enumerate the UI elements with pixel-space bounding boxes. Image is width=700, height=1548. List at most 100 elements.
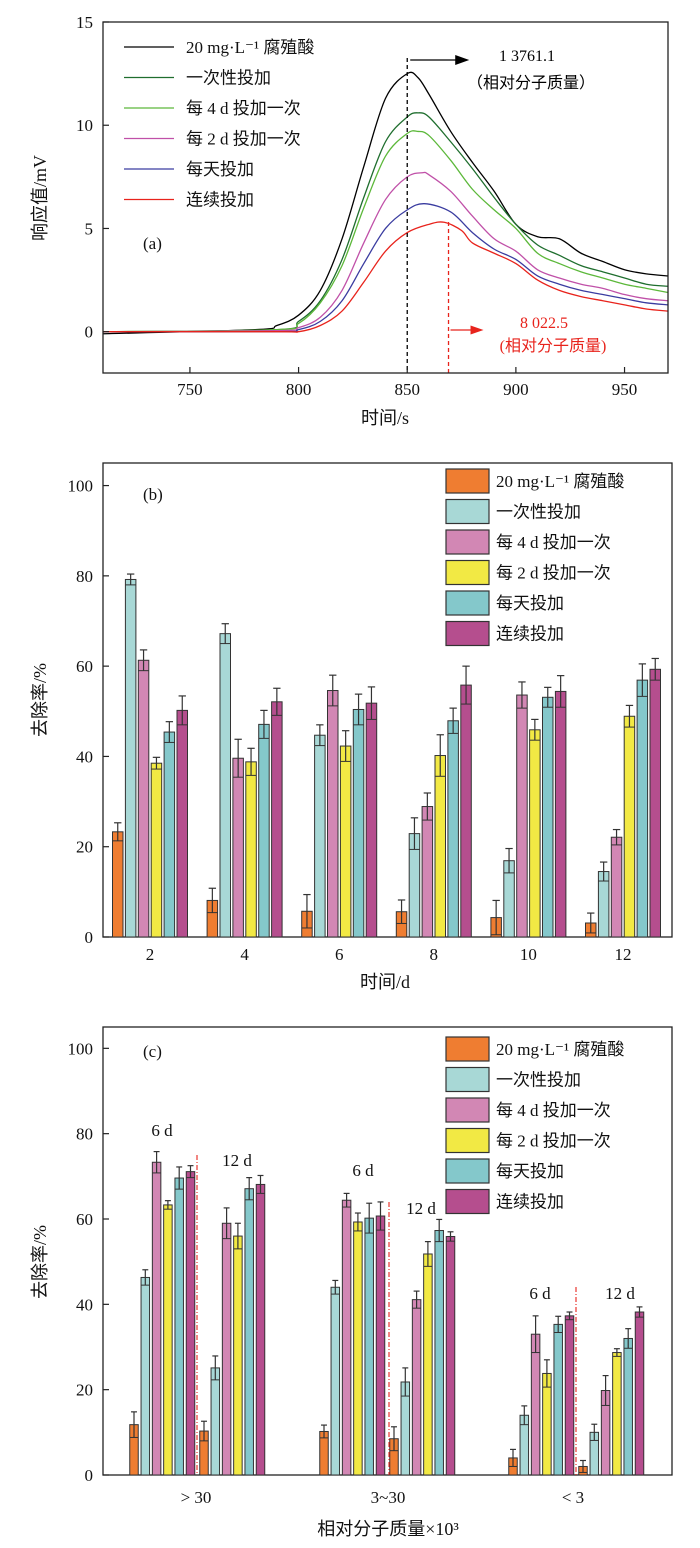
bar-group (339, 730, 352, 938)
bar-group (199, 1420, 209, 1476)
y-tick-label: 80 (76, 567, 93, 586)
x-tick-label: 950 (612, 380, 638, 399)
bar-series (129, 1411, 588, 1476)
y-tick-label: 20 (76, 838, 93, 857)
legend-item: 每 4 d 投加一次 (445, 1097, 611, 1123)
bar-group (649, 657, 661, 938)
bar (423, 1253, 433, 1476)
bar-group (411, 1290, 422, 1476)
legend-item: 连续投加 (445, 620, 564, 647)
bar-group (112, 822, 124, 938)
bar-group (140, 1269, 151, 1476)
bar (542, 1372, 552, 1476)
legend-item: 一次性投加 (124, 69, 271, 88)
panel-b-plot-frame (102, 462, 673, 938)
bar-group (610, 828, 623, 938)
bar-group (634, 1306, 645, 1476)
bar-series (124, 573, 610, 938)
bar-group (445, 1231, 456, 1476)
bar (174, 1177, 184, 1476)
bar-group (623, 704, 636, 938)
y-tick-label: 15 (76, 13, 93, 32)
legend-item: 连续投加 (445, 1188, 564, 1215)
x-tick-label: 850 (394, 380, 420, 399)
bar-group (174, 1166, 184, 1476)
bar-group (490, 899, 502, 938)
bar (553, 1323, 563, 1476)
legend-item: 每天投加 (124, 160, 254, 179)
y-tick-label: 40 (76, 1295, 93, 1314)
series-lines (103, 71, 668, 335)
bar (353, 1221, 363, 1476)
bar (271, 701, 283, 938)
bar (529, 729, 541, 938)
bar (244, 1188, 254, 1476)
series-line (103, 171, 668, 333)
legend-label: 一次性投加 (186, 69, 271, 88)
bar-group (353, 1212, 363, 1476)
bar (634, 1311, 645, 1476)
bar (434, 1230, 444, 1476)
bar (210, 1367, 221, 1476)
bar-group (564, 1311, 575, 1476)
legend-label: 20 mg·L⁻¹ 腐殖酸 (496, 1040, 624, 1059)
y-tick-label: 100 (68, 477, 94, 496)
legend-item: 20 mg·L⁻¹ 腐殖酸 (445, 1036, 624, 1062)
annotation-value: 8 022.5 (520, 315, 568, 332)
panel-label: (a) (143, 234, 162, 253)
legend-item: 每 2 d 投加一次 (124, 130, 301, 149)
x-tick-label: 4 (240, 945, 249, 964)
bar-group (258, 709, 270, 938)
bar-group (255, 1174, 266, 1476)
legend-swatch (445, 1097, 490, 1123)
x-tick-label: 12 (615, 945, 632, 964)
series-line (103, 71, 668, 335)
bar-group (400, 1367, 411, 1476)
x-tick-label: < 3 (562, 1488, 584, 1507)
x-tick-label: 800 (286, 380, 312, 399)
bar-group (516, 681, 528, 938)
bar (341, 1199, 352, 1476)
bar-group (529, 718, 541, 938)
bar (137, 659, 150, 938)
bar-group (636, 663, 649, 938)
bar-group (542, 1359, 552, 1476)
bar-group (151, 1150, 162, 1476)
bar-series (151, 1150, 611, 1476)
legend-label: 连续投加 (496, 1193, 564, 1212)
legend-label: 连续投加 (496, 625, 564, 644)
bar-group (519, 1405, 530, 1476)
y-tick-label: 0 (85, 928, 94, 947)
legend-label: 一次性投加 (496, 503, 581, 522)
bar-group (395, 899, 408, 938)
bar (445, 1235, 456, 1476)
bar-group (364, 1202, 374, 1476)
y-axis-title: 去除率/% (30, 663, 50, 737)
legend-label: 每 2 d 投加一次 (496, 564, 611, 583)
x-tick-label: > 30 (181, 1488, 212, 1507)
legend-label: 连续投加 (186, 191, 254, 210)
x-tick-label: 750 (177, 380, 203, 399)
legend-item: 一次性投加 (445, 1066, 581, 1093)
legend-item: 每 4 d 投加一次 (124, 99, 301, 118)
bar-group (578, 1459, 588, 1476)
annotation-note: （相对分子质量） (467, 74, 595, 92)
bar-series (150, 704, 636, 938)
x-tick-label: 2 (146, 945, 155, 964)
y-tick-label: 0 (85, 323, 94, 342)
y-tick-label: 10 (76, 116, 93, 135)
bar-group (233, 1222, 243, 1476)
bar (623, 715, 636, 938)
y-axis-title: 响应值/mV (30, 155, 50, 241)
bar-group (271, 687, 283, 938)
bar (330, 1286, 341, 1476)
bar-group (503, 847, 515, 938)
bar (185, 1171, 196, 1476)
bar (176, 709, 188, 938)
bar-series (176, 657, 661, 938)
x-axis-title: 时间/d (360, 972, 410, 992)
series-line (103, 112, 668, 333)
legend-swatch (445, 559, 490, 586)
panel-a-plot-frame (102, 21, 669, 374)
y-tick-label: 60 (76, 1210, 93, 1229)
